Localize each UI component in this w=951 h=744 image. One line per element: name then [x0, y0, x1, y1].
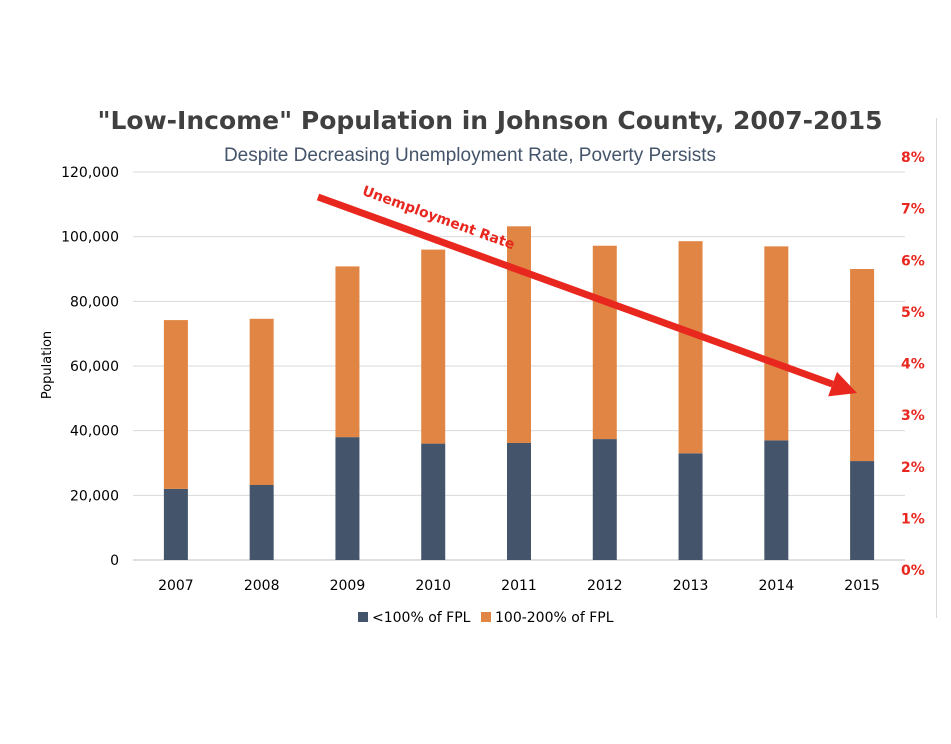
y2-tick-label: 7% [901, 202, 925, 218]
bar [764, 440, 789, 560]
bar [678, 453, 703, 560]
bar [507, 226, 531, 443]
bar [249, 318, 274, 485]
y-tick-label: 60,000 [70, 359, 119, 375]
y-axis-label: Population [40, 331, 55, 399]
bar [163, 488, 188, 560]
bar [421, 249, 446, 444]
y-tick-label: 20,000 [70, 488, 119, 504]
y-tick-label: 0 [110, 553, 119, 569]
y2-tick-label: 4% [901, 357, 925, 373]
y2-tick-label: 1% [901, 511, 925, 527]
legend-label: 100-200% of FPL [495, 610, 614, 626]
bar [249, 484, 274, 560]
y-tick-label: 120,000 [61, 165, 119, 181]
bar [507, 442, 531, 560]
x-tick-label: 2011 [501, 578, 537, 594]
bar [421, 443, 446, 560]
legend-label: <100% of FPL [372, 610, 471, 626]
legend-swatch [358, 612, 368, 622]
bar [850, 461, 875, 560]
y2-tick-label: 3% [901, 408, 925, 424]
x-tick-label: 2015 [844, 578, 880, 594]
arrow-shaft [316, 193, 834, 388]
bar [678, 241, 703, 454]
bar [764, 246, 789, 441]
x-tick-label: 2008 [244, 578, 280, 594]
x-tick-label: 2007 [158, 578, 194, 594]
y-tick-label: 40,000 [70, 424, 119, 440]
y-tick-label: 80,000 [70, 294, 119, 310]
x-tick-label: 2014 [759, 578, 795, 594]
bar [592, 439, 617, 560]
bar [163, 320, 188, 489]
arrow-head [828, 371, 857, 397]
y-tick-label: 100,000 [61, 230, 119, 246]
x-tick-label: 2013 [673, 578, 709, 594]
x-tick-label: 2010 [415, 578, 451, 594]
bar [335, 266, 360, 438]
bar [592, 245, 617, 440]
y2-tick-label: 5% [901, 305, 925, 321]
x-tick-label: 2009 [330, 578, 366, 594]
bar [335, 437, 360, 560]
right-border [936, 118, 937, 618]
legend-swatch [481, 612, 491, 622]
y2-tick-label: 2% [901, 460, 925, 476]
x-tick-label: 2012 [587, 578, 623, 594]
y2-tick-label: 8% [901, 150, 925, 166]
chart-title: "Low-Income" Population in Johnson Count… [97, 106, 883, 135]
y2-tick-label: 6% [901, 253, 925, 269]
chart-subtitle: Despite Decreasing Unemployment Rate, Po… [223, 145, 717, 166]
bar [850, 269, 875, 462]
y2-tick-label: 0% [901, 563, 925, 579]
